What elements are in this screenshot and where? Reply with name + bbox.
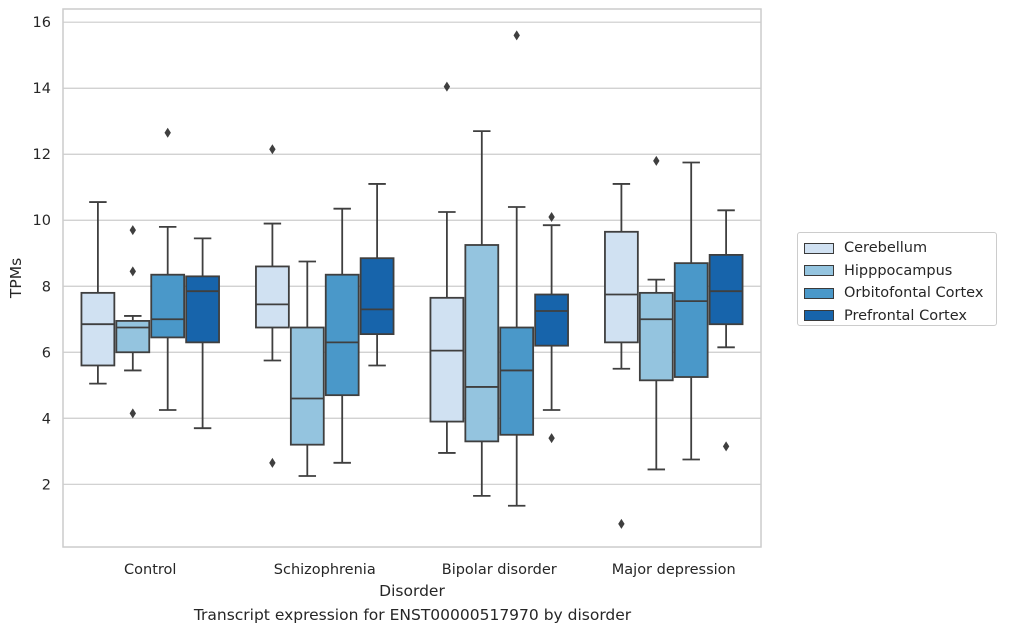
box-3-2	[673, 161, 709, 461]
box-body	[324, 273, 360, 397]
box-body	[185, 275, 220, 344]
legend-item: Hipppocampus	[804, 260, 990, 283]
box-body	[359, 257, 395, 336]
y-tick-label: 6	[42, 345, 51, 361]
figure-caption: Transcript expression for ENST0000051797…	[193, 606, 632, 624]
box-0-1	[115, 225, 151, 419]
outlier-point	[513, 30, 520, 41]
box-body	[673, 262, 709, 378]
x-tick-label: Major depression	[612, 562, 736, 578]
legend-item: Prefrontal Cortex	[804, 305, 990, 328]
outlier-point	[443, 81, 451, 92]
outlier-point	[548, 433, 555, 444]
legend-swatch	[804, 287, 834, 299]
box-0-3	[185, 237, 220, 430]
y-tick-label: 4	[42, 411, 51, 427]
outlier-point	[653, 155, 660, 166]
x-tick-label: Schizophrenia	[274, 562, 376, 578]
box-groups	[80, 30, 744, 529]
box-2-0	[429, 81, 465, 454]
box-1-1	[289, 260, 325, 477]
box-body	[534, 293, 569, 347]
legend-label: Hipppocampus	[844, 262, 953, 279]
plot-frame	[62, 8, 762, 548]
outlier-point	[269, 144, 276, 155]
box-1-2	[324, 207, 360, 464]
box-1-0	[255, 144, 290, 468]
legend-label: Cerebellum	[844, 240, 928, 257]
x-tick-label: Bipolar disorder	[442, 562, 557, 578]
box-body	[289, 326, 325, 446]
y-tick-label: 12	[33, 147, 51, 163]
legend-item: Cerebellum	[804, 237, 990, 260]
y-tick-label: 16	[33, 15, 51, 31]
y-tick-labels: 2 4 6 8 10 12 14 16	[33, 15, 51, 493]
box-body	[115, 320, 151, 354]
y-tick-label: 10	[33, 213, 51, 229]
outlier-point	[164, 127, 171, 138]
legend-item: Orbitofontal Cortex	[804, 282, 990, 305]
x-tick-label: Control	[124, 562, 176, 578]
box-body	[255, 265, 290, 329]
box-body	[708, 253, 744, 326]
legend-label: Prefrontal Cortex	[844, 307, 967, 324]
box-body	[464, 244, 500, 443]
box-body	[638, 291, 674, 382]
box-body	[499, 326, 535, 436]
x-axis-title: Disorder	[379, 582, 445, 600]
y-tick-label: 14	[33, 81, 51, 97]
box-0-0	[80, 201, 116, 385]
outlier-point	[129, 266, 136, 277]
outlier-point	[618, 518, 625, 529]
box-3-3	[708, 209, 744, 452]
box-body	[604, 230, 639, 344]
outlier-point	[548, 211, 555, 222]
box-2-3	[534, 211, 569, 444]
outlier-point	[722, 441, 730, 452]
outlier-point	[269, 457, 276, 468]
box-3-1	[638, 155, 674, 471]
box-0-2	[150, 127, 186, 411]
legend-swatch	[804, 242, 834, 254]
box-body	[80, 291, 116, 367]
box-1-3	[359, 183, 395, 367]
y-axis-title: TPMs	[7, 258, 25, 299]
x-tick-labels: Control Schizophrenia Bipolar disorder Majo…	[124, 562, 736, 578]
box-body	[429, 296, 465, 423]
outlier-point	[129, 408, 136, 419]
legend-swatch	[804, 310, 834, 322]
box-2-1	[464, 130, 500, 497]
box-body	[150, 273, 186, 339]
y-tick-label: 8	[42, 279, 51, 295]
legend-swatch	[804, 265, 834, 277]
y-tick-label: 2	[42, 477, 51, 493]
box-3-0	[604, 183, 639, 529]
box-2-2	[499, 30, 535, 507]
legend: Cerebellum Hipppocampus Orbitofontal Corte…	[797, 232, 997, 326]
outlier-point	[129, 225, 136, 236]
legend-label: Orbitofontal Cortex	[844, 285, 984, 302]
